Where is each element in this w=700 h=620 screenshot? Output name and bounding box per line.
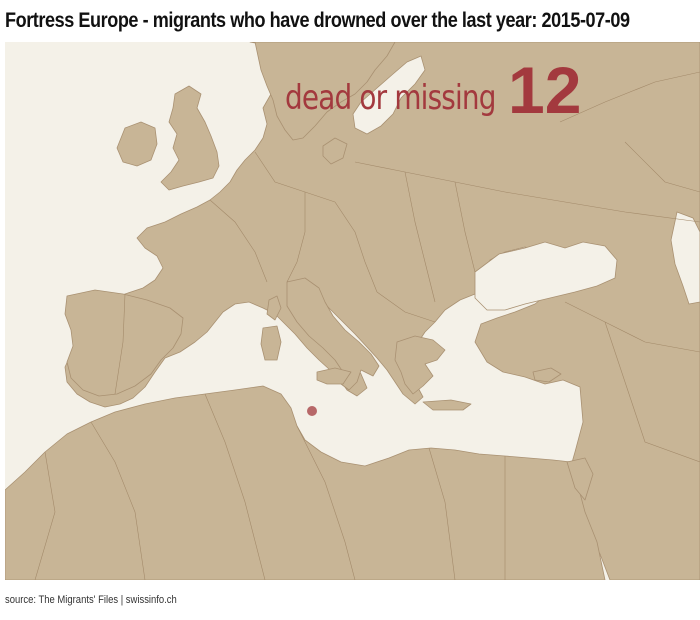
page-title: Fortress Europe - migrants who have drow…	[5, 9, 630, 32]
caspian-sea	[670, 211, 700, 305]
land-sicily	[316, 367, 352, 385]
land-italy	[286, 277, 380, 391]
baltic-sea	[352, 55, 426, 135]
counter-label: dead or missing	[285, 78, 496, 118]
land-ireland	[116, 121, 158, 167]
land-greece	[394, 335, 446, 395]
map-svg[interactable]	[5, 42, 700, 580]
land-iberia	[64, 289, 184, 397]
land-corsica	[266, 295, 282, 321]
land-scandinavia	[254, 42, 396, 141]
land-sinai	[566, 457, 594, 501]
country-borders	[34, 71, 700, 580]
land-europe-asia	[64, 42, 700, 580]
black-sea	[474, 241, 618, 311]
incident-marker[interactable]	[307, 406, 317, 416]
land-great-britain	[160, 85, 220, 191]
land-denmark	[322, 137, 348, 165]
map[interactable]	[5, 42, 700, 580]
source-note: source: The Migrants' Files | swissinfo.…	[5, 594, 177, 606]
land-cyprus	[532, 367, 562, 383]
counter-value: 12	[508, 53, 582, 127]
land-crete	[422, 399, 472, 411]
land-sardinia	[260, 325, 282, 361]
